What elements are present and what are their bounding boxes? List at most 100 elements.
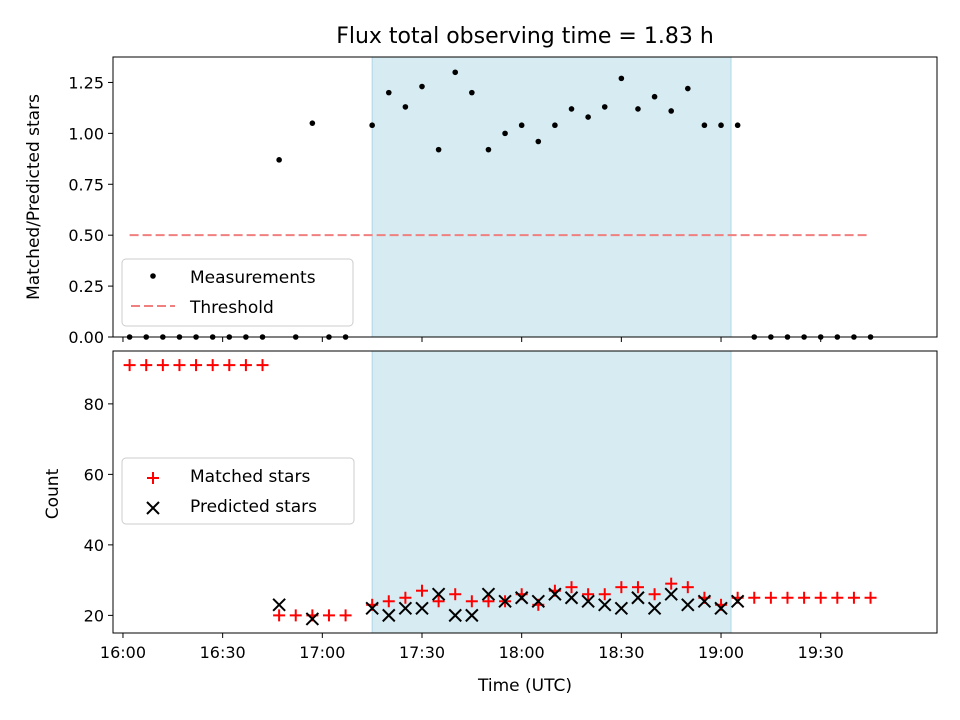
bottom-y-axis-label: Count (43, 468, 63, 519)
data-point (568, 106, 575, 112)
data-point (615, 581, 628, 594)
legend-matched-stars-marker (147, 472, 159, 484)
legend-matched-stars-label: Matched stars (190, 467, 310, 487)
data-point (781, 591, 794, 604)
data-point (465, 595, 478, 608)
x-tick-label: 18:00 (499, 643, 545, 662)
data-point (647, 601, 662, 616)
data-point (631, 591, 645, 605)
data-point (748, 591, 761, 604)
data-point (798, 591, 811, 604)
data-point (598, 598, 612, 612)
data-point (531, 594, 545, 608)
x-tick-label: 17:00 (299, 643, 345, 662)
data-point (681, 581, 694, 594)
data-point (322, 609, 335, 622)
data-point (601, 104, 608, 110)
data-point (614, 601, 629, 616)
data-point (419, 83, 425, 90)
y-tick-label: 20 (84, 606, 104, 625)
y-tick-label: 1.25 (68, 73, 104, 92)
data-point (665, 577, 678, 590)
bottom-legend-box (121, 457, 355, 525)
legend-predicted-stars-label: Predicted stars (190, 497, 317, 517)
x-tick-label: 18:30 (598, 643, 644, 662)
data-point (685, 85, 691, 92)
data-point (651, 93, 658, 100)
x-tick-label: 16:00 (100, 643, 146, 662)
y-tick-label: 0.25 (68, 277, 104, 296)
series-predicted-stars (272, 587, 745, 626)
data-point (631, 581, 644, 594)
data-point (223, 359, 236, 372)
data-point (369, 122, 375, 129)
data-point (465, 608, 479, 623)
data-point (565, 581, 578, 594)
data-point (449, 588, 462, 601)
data-point (402, 104, 409, 110)
data-point (864, 591, 877, 604)
data-point (276, 157, 282, 163)
data-point (431, 587, 446, 601)
top-axis-ticks: 0.00 0.25 0.50 0.75 1.00 1.25 (68, 73, 822, 347)
data-point (382, 595, 395, 608)
data-point (552, 122, 558, 129)
data-point (764, 591, 777, 604)
bottom-axes-frame (112, 350, 938, 634)
data-point (140, 359, 153, 372)
data-point (847, 591, 860, 604)
data-point (289, 609, 302, 622)
data-point (305, 612, 320, 626)
bottom-axis-ticks: 20 40 60 80 16:00 16:30 17:00 17:30 18:00 18:30 19… (84, 395, 844, 662)
data-point (256, 359, 269, 372)
x-axis-label: Time (UTC) (477, 676, 572, 696)
data-point (814, 591, 827, 604)
legend-measurements-label: Measurements (190, 268, 316, 288)
data-point (581, 594, 595, 608)
top-legend-box (121, 258, 354, 327)
data-point (156, 359, 169, 372)
data-point (582, 588, 595, 601)
top-y-axis-label: Matched/Predicted stars (24, 94, 44, 300)
data-point (309, 120, 316, 126)
data-point (664, 587, 678, 601)
bottom-plot-marks (123, 359, 877, 626)
data-point (485, 146, 492, 153)
data-point (514, 591, 529, 605)
data-point (385, 89, 392, 96)
x-tick-label: 17:30 (399, 643, 445, 662)
data-point (648, 588, 661, 601)
data-point (382, 608, 396, 623)
data-point (339, 609, 352, 622)
bottom-legend: Matched stars Predicted stars (121, 457, 355, 525)
y-tick-label: 0.50 (68, 226, 104, 245)
data-point (598, 588, 611, 601)
x-tick-label: 16:30 (200, 643, 246, 662)
data-point (518, 122, 525, 129)
data-point (123, 359, 136, 372)
data-point (697, 594, 712, 608)
top-axes-frame (112, 56, 938, 338)
data-point (585, 114, 591, 120)
data-point (482, 595, 495, 608)
data-point (714, 601, 728, 616)
data-point (681, 598, 695, 612)
data-point (635, 106, 641, 112)
data-point (498, 594, 512, 608)
data-point (502, 130, 508, 137)
data-point (469, 89, 475, 96)
y-tick-label: 1.00 (68, 124, 104, 143)
data-point (432, 595, 445, 608)
legend-threshold-label: Threshold (189, 298, 274, 318)
legend-predicted-stars-marker (146, 501, 160, 515)
y-tick-label: 0.00 (68, 328, 104, 347)
top-legend: Measurements Threshold (121, 258, 354, 327)
data-point (416, 584, 428, 597)
data-point (718, 122, 724, 129)
data-point (701, 122, 708, 129)
data-point (548, 587, 562, 601)
data-point (668, 108, 674, 114)
data-point (273, 609, 286, 622)
data-point (448, 608, 462, 623)
